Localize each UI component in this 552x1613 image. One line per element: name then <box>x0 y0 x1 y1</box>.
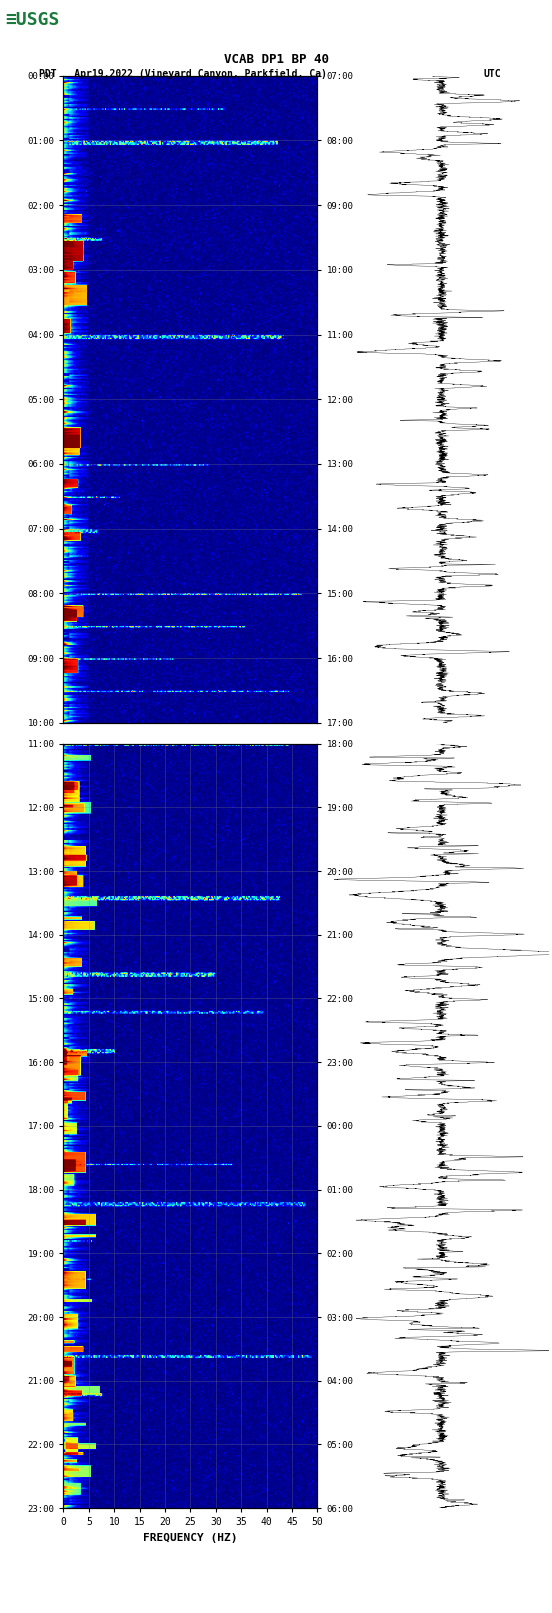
Text: UTC: UTC <box>483 69 501 79</box>
X-axis label: FREQUENCY (HZ): FREQUENCY (HZ) <box>143 1532 238 1542</box>
Text: ≡USGS: ≡USGS <box>6 11 60 29</box>
Text: VCAB DP1 BP 40: VCAB DP1 BP 40 <box>224 53 328 66</box>
Text: PDT   Apr19,2022 (Vineyard Canyon, Parkfield, Ca): PDT Apr19,2022 (Vineyard Canyon, Parkfie… <box>39 69 327 79</box>
